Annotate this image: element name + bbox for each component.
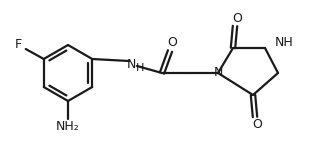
Text: N: N [213, 67, 223, 79]
Text: O: O [167, 37, 177, 49]
Text: NH: NH [275, 36, 294, 48]
Text: O: O [232, 11, 242, 25]
Text: NH₂: NH₂ [56, 120, 80, 134]
Text: O: O [252, 118, 262, 132]
Text: N: N [126, 58, 136, 71]
Text: F: F [15, 39, 22, 51]
Text: H: H [136, 63, 144, 73]
